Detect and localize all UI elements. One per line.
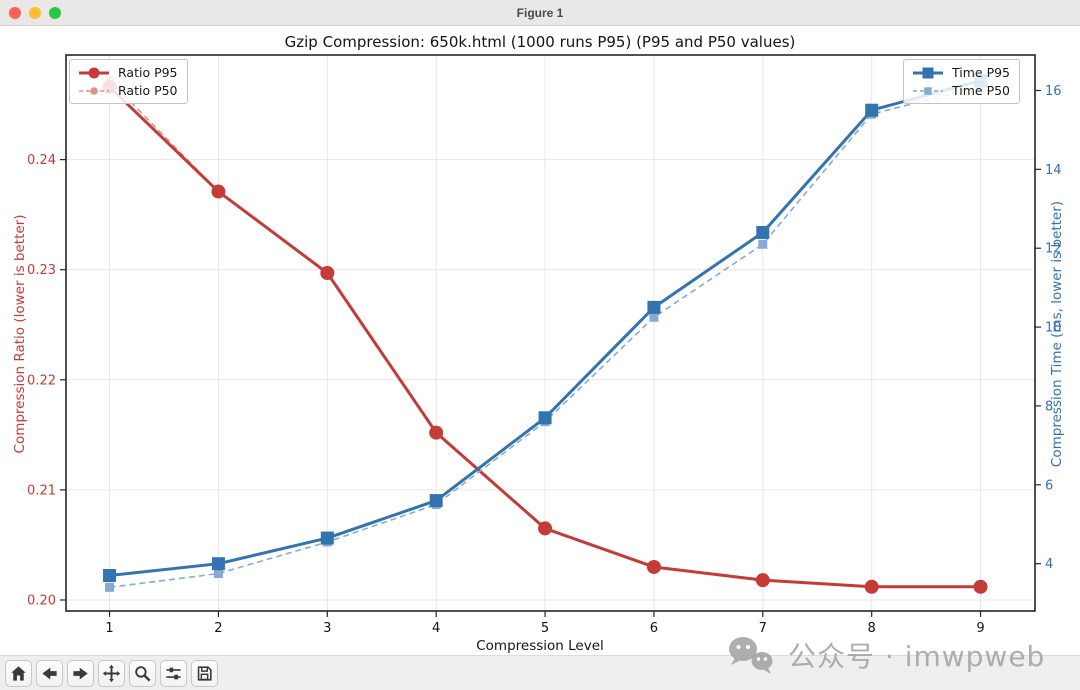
minimize-button[interactable] <box>29 7 41 19</box>
svg-text:0.20: 0.20 <box>27 593 56 608</box>
legend-swatch <box>913 86 943 95</box>
svg-text:8: 8 <box>868 621 876 636</box>
sliders-icon <box>166 667 181 679</box>
legend-swatch <box>913 67 943 78</box>
save-button[interactable] <box>191 659 218 687</box>
back-button[interactable] <box>36 659 63 687</box>
legend-label: Time P50 <box>952 83 1011 98</box>
x-axis-label: Compression Level <box>476 638 604 654</box>
close-button[interactable] <box>9 7 21 19</box>
traffic-lights <box>9 7 61 19</box>
svg-text:16: 16 <box>1045 84 1062 99</box>
svg-text:5: 5 <box>541 621 549 636</box>
time-legend: Time P95 Time P50 <box>903 59 1021 104</box>
right-axis-label: Compression Time (ms, lower is better) <box>1049 200 1065 468</box>
legend-swatch <box>79 67 109 78</box>
titlebar: Figure 1 <box>0 0 1080 26</box>
legend-item-ratio-p95: Ratio P95 <box>77 65 178 80</box>
figure-canvas[interactable]: 0.20 0.21 0.22 0.23 0.24 4 6 8 10 12 14 16 1 2 3 4 5 6 7 8 9… <box>0 26 1080 674</box>
gridlines <box>66 55 1035 611</box>
svg-text:0.24: 0.24 <box>27 153 56 168</box>
chart-title: Gzip Compression: 650k.html (1000 runs P… <box>284 33 796 51</box>
save-icon <box>197 665 212 681</box>
svg-text:9: 9 <box>976 621 984 636</box>
svg-text:6: 6 <box>650 621 658 636</box>
ratio-legend: Ratio P95 Ratio P50 <box>69 59 188 104</box>
svg-text:14: 14 <box>1045 163 1062 178</box>
legend-label: Ratio P95 <box>118 65 178 80</box>
home-button[interactable] <box>5 659 32 687</box>
svg-text:0.22: 0.22 <box>27 373 56 388</box>
svg-text:10: 10 <box>1045 321 1062 336</box>
legend-item-time-p95: Time P95 <box>911 65 1010 80</box>
configure-subplots-button[interactable] <box>160 659 187 687</box>
forward-button[interactable] <box>67 659 94 687</box>
svg-text:4: 4 <box>1045 557 1053 572</box>
legend-item-ratio-p50: Ratio P50 <box>77 83 178 98</box>
svg-text:8: 8 <box>1045 399 1053 414</box>
window-title: Figure 1 <box>516 5 564 20</box>
arrow-right-icon <box>73 667 88 679</box>
svg-text:2: 2 <box>214 621 222 636</box>
navigation-toolbar <box>0 655 1080 690</box>
zoom-button[interactable] <box>129 659 156 687</box>
pan-button[interactable] <box>98 659 125 687</box>
svg-text:3: 3 <box>323 621 331 636</box>
svg-text:1: 1 <box>105 621 113 636</box>
svg-text:0.23: 0.23 <box>27 263 56 278</box>
svg-text:0.21: 0.21 <box>27 483 56 498</box>
arrow-left-icon <box>42 667 57 679</box>
legend-swatch <box>79 86 109 95</box>
legend-label: Time P95 <box>952 65 1011 80</box>
left-axis-label: Compression Ratio (lower is better) <box>12 214 28 454</box>
legend-label: Ratio P50 <box>118 83 178 98</box>
legend-item-time-p50: Time P50 <box>911 83 1010 98</box>
home-icon <box>11 665 26 681</box>
svg-text:4: 4 <box>432 621 440 636</box>
svg-text:7: 7 <box>759 621 767 636</box>
pan-icon <box>102 664 121 682</box>
fullscreen-button[interactable] <box>49 7 61 19</box>
svg-text:6: 6 <box>1045 478 1053 493</box>
axes-spines <box>65 54 1036 612</box>
svg-text:12: 12 <box>1045 242 1062 257</box>
magnifier-icon <box>135 665 151 681</box>
